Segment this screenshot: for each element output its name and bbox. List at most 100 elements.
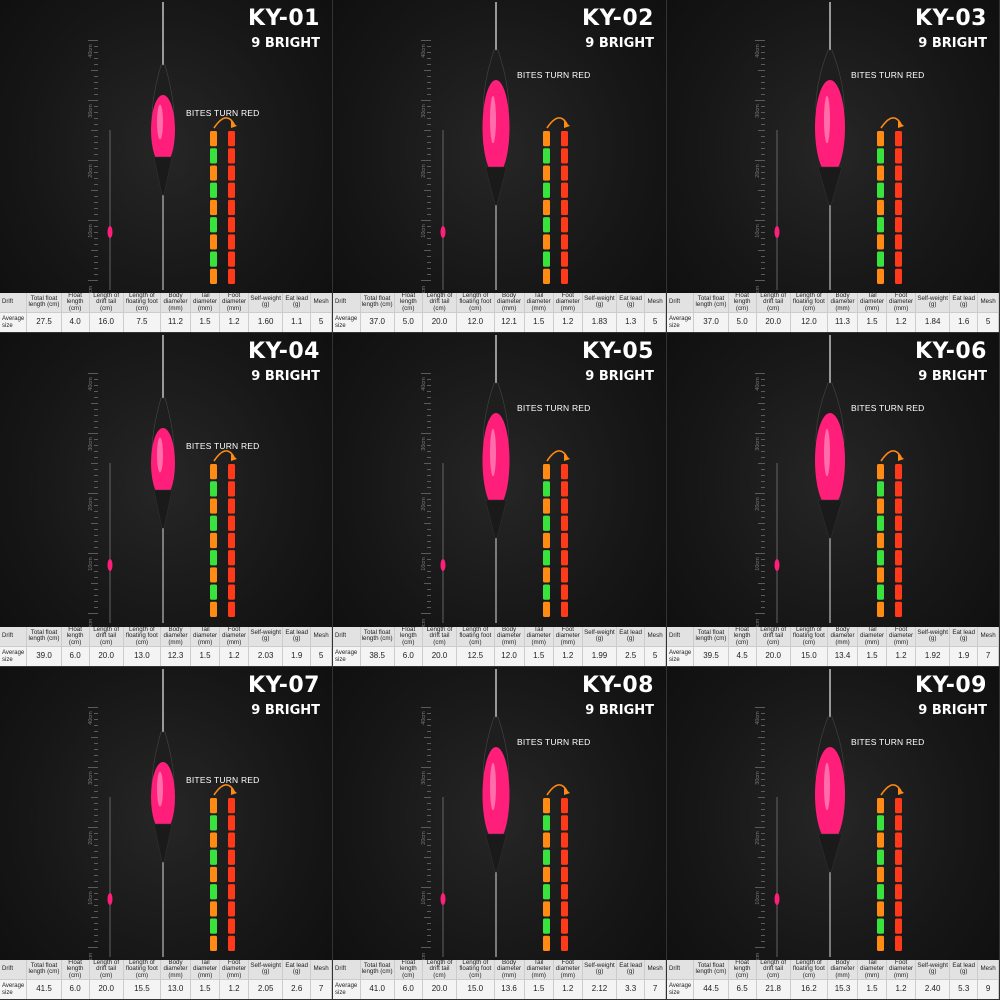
tip-segment-normal bbox=[210, 498, 217, 514]
ruler-tick bbox=[427, 82, 431, 83]
spec-header-row: Drift Total float length (cm) Float length… bbox=[667, 626, 999, 647]
spec-header-cell: Float length (cm) bbox=[728, 626, 757, 647]
ruler-tick bbox=[427, 172, 431, 173]
ruler-tick bbox=[761, 88, 765, 89]
spec-header-cell: Tail diameter (mm) bbox=[190, 626, 221, 647]
ruler-tick bbox=[761, 58, 765, 59]
spec-header-cell: Self-weight (g) bbox=[915, 292, 951, 313]
ruler-tick bbox=[427, 731, 431, 732]
ruler-tick bbox=[761, 791, 765, 792]
ruler-tick bbox=[94, 845, 98, 846]
spec-header-cell: Eat lead (g) bbox=[949, 292, 979, 313]
spec-value-cell: 1.9 bbox=[282, 646, 312, 666]
tip-segment-bite bbox=[895, 464, 902, 480]
tip-segment-bite bbox=[228, 866, 235, 883]
tip-segment-bite bbox=[561, 601, 568, 617]
float-body bbox=[815, 413, 845, 508]
ruler-tick bbox=[94, 46, 98, 47]
model-title: KY-03 bbox=[915, 6, 987, 31]
tip-segment-normal bbox=[877, 165, 884, 181]
spec-value-cell: 1.5 bbox=[524, 312, 554, 332]
ruler-tick bbox=[761, 172, 765, 173]
ruler-tick bbox=[427, 761, 431, 762]
ruler-tick bbox=[761, 118, 765, 119]
spec-value-cell: 1.84 bbox=[915, 312, 951, 332]
ruler-tick bbox=[427, 869, 431, 870]
ruler-tick bbox=[94, 869, 98, 870]
float-illustration bbox=[774, 669, 904, 957]
spec-value-cell: 16.2 bbox=[790, 979, 829, 999]
ruler-tick bbox=[421, 613, 431, 614]
float-illustration bbox=[774, 2, 904, 290]
tip-segment-bite bbox=[895, 251, 902, 267]
float-illustration bbox=[440, 335, 570, 623]
ruler-tick bbox=[755, 220, 765, 221]
length-ruler: 40cm 30cm 20cm 10cm 0cm bbox=[419, 373, 431, 629]
ruler-tick bbox=[758, 737, 765, 738]
spec-value-cell: 5 bbox=[310, 312, 332, 332]
tip-segment-normal bbox=[543, 567, 550, 583]
spec-header-cell: Length of drift tail (cm) bbox=[89, 959, 124, 980]
spec-value-cell: 12.1 bbox=[494, 312, 525, 332]
ruler-tick bbox=[427, 559, 431, 560]
tip-segment-bite bbox=[228, 798, 235, 814]
ruler-tick bbox=[94, 743, 98, 744]
tip-segment-bite bbox=[561, 148, 568, 164]
spec-header-row: Drift Total float length (cm) Float length… bbox=[333, 959, 666, 980]
bites-arrow-head bbox=[231, 121, 237, 128]
ruler-tick bbox=[427, 178, 431, 179]
tip-segment-bite bbox=[561, 832, 568, 848]
spec-value-cell: 4.0 bbox=[61, 312, 90, 332]
ruler-tick bbox=[758, 523, 765, 524]
ruler-tick bbox=[424, 857, 431, 858]
tip-segment-normal bbox=[210, 515, 217, 531]
tip-segment-bite bbox=[895, 884, 902, 900]
ruler-tick bbox=[94, 731, 98, 732]
spec-value-cell: 6.0 bbox=[394, 979, 423, 999]
spec-header-cell: Body diameter (mm) bbox=[827, 626, 859, 647]
length-ruler: 40cm 30cm 20cm 10cm 0cm bbox=[419, 40, 431, 296]
tip-segment-normal bbox=[210, 935, 217, 951]
tip-segment-normal bbox=[210, 182, 217, 198]
spec-header-cell: Length of floating foot (cm) bbox=[456, 626, 495, 647]
tip-segment-normal bbox=[210, 217, 217, 233]
ruler-tick bbox=[427, 118, 431, 119]
spec-value-row: Average size 41.0 6.0 20.0 15.0 13.6 1.5 1.2 2.1… bbox=[333, 979, 666, 999]
spec-header-cell: Drift bbox=[667, 292, 695, 313]
ruler-tick bbox=[88, 433, 98, 434]
ruler-tick bbox=[94, 391, 98, 392]
ruler-tick bbox=[761, 214, 765, 215]
ruler-tick bbox=[94, 607, 98, 608]
ruler-tick bbox=[761, 547, 765, 548]
tip-segment-bite bbox=[895, 182, 902, 198]
ruler-tick bbox=[427, 785, 431, 786]
ruler-tick bbox=[427, 851, 431, 852]
spec-value-cell: 5 bbox=[644, 646, 666, 666]
ruler-tick bbox=[761, 268, 765, 269]
spec-header-cell: Body diameter (mm) bbox=[494, 626, 525, 647]
ruler-tick bbox=[427, 791, 431, 792]
tip-segment-normal bbox=[210, 849, 217, 865]
ruler-tick bbox=[758, 463, 765, 464]
ruler-tick bbox=[94, 517, 98, 518]
ruler-tick bbox=[427, 743, 431, 744]
ruler-tick bbox=[427, 511, 431, 512]
float-card: KY-09 9 BRIGHT BITES TURN RED 40cm 30cm 20cm 1… bbox=[667, 667, 1000, 1000]
spec-value-cell: 1.5 bbox=[524, 979, 554, 999]
tip-segment-normal bbox=[877, 251, 884, 267]
ruler-tick bbox=[761, 571, 765, 572]
ruler-tick bbox=[761, 779, 765, 780]
ruler-tick bbox=[761, 535, 765, 536]
ruler-tick bbox=[427, 196, 431, 197]
tip-segment-normal bbox=[877, 935, 884, 951]
spec-value-cell: 12.0 bbox=[790, 312, 829, 332]
float-foot bbox=[485, 833, 507, 873]
small-float-body bbox=[440, 893, 446, 905]
bright-label: 9 BRIGHT bbox=[918, 36, 987, 51]
ruler-tick bbox=[761, 178, 765, 179]
tip-segment-bite bbox=[895, 550, 902, 566]
tip-segment-bite bbox=[228, 935, 235, 951]
small-float-body bbox=[107, 226, 113, 238]
ruler-tick bbox=[421, 493, 431, 494]
ruler-tick bbox=[755, 827, 765, 828]
